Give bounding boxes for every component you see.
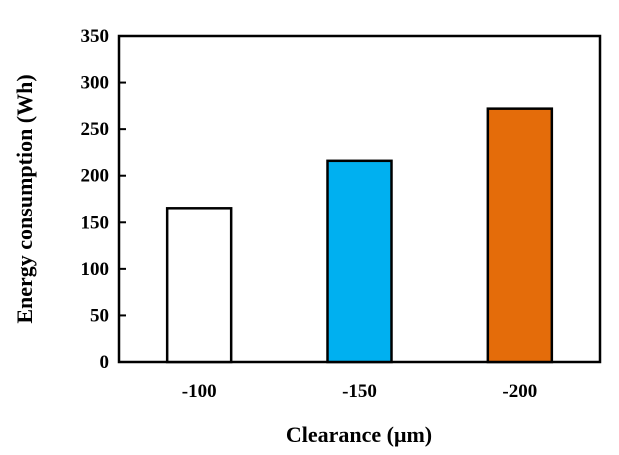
bar-minus-150 bbox=[326, 159, 393, 364]
x-axis-title: Clearance (μm) bbox=[286, 422, 432, 447]
y-tick-label: 100 bbox=[81, 259, 110, 280]
x-tick-label: -200 bbox=[502, 381, 537, 402]
y-tick-label: 350 bbox=[81, 26, 110, 47]
y-tick-label: 150 bbox=[81, 212, 110, 233]
bar-minus-100 bbox=[165, 207, 233, 364]
y-tick-label: 50 bbox=[90, 305, 109, 326]
bar-minus-200 bbox=[486, 107, 554, 364]
y-tick-label: 200 bbox=[81, 166, 110, 187]
y-tick-label: 250 bbox=[81, 119, 110, 140]
y-axis-ticks: 0 50 100 150 200 250 300 350 bbox=[81, 26, 126, 373]
bars bbox=[165, 107, 554, 364]
x-tick-label: -100 bbox=[182, 381, 217, 402]
y-tick-label: 300 bbox=[81, 73, 110, 94]
y-axis-title: Energy consumption (Wh) bbox=[12, 74, 37, 323]
x-tick-label: -150 bbox=[342, 381, 377, 402]
y-tick-label: 0 bbox=[100, 352, 110, 373]
x-axis-ticks: -100 -150 -200 bbox=[182, 381, 537, 402]
